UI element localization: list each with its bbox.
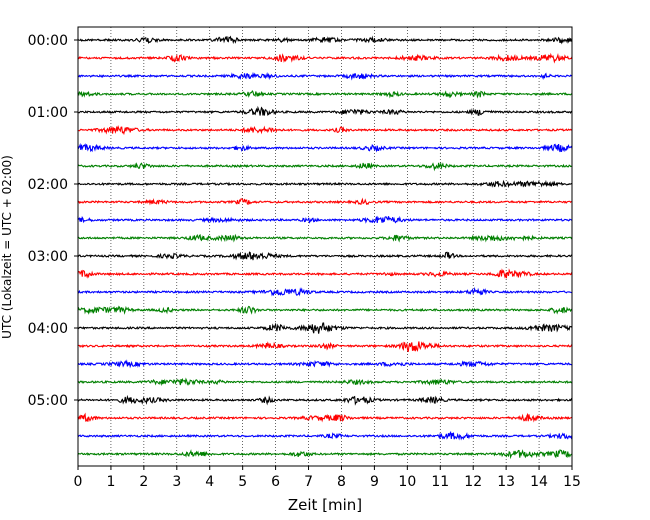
trace-row-22 [77,430,573,441]
trace-row-17 [77,341,573,352]
trace-row-1 [77,52,573,64]
x-tick-label-14: 14 [530,474,548,490]
trace-row-20 [77,394,573,406]
trace-row-15 [77,305,573,315]
x-tick-label-13: 13 [497,474,515,490]
trace-row-11 [77,233,573,243]
x-tick-label-15: 15 [563,474,581,490]
trace-row-23 [77,449,573,460]
trace-row-13 [77,268,573,279]
y-axis-ticks: 00:00 01:00 02:00 03:00 04:00 05:00 [28,33,78,409]
seismic-traces [77,35,573,460]
y-tick-label-1: 01:00 [28,105,68,121]
trace-row-7 [77,162,573,172]
y-tick-label-5: 05:00 [28,393,68,409]
x-axis-ticks: 0 1 2 3 4 5 6 7 8 9 10 11 12 13 14 15 [74,466,581,490]
trace-row-4 [77,105,573,116]
y-tick-label-0: 00:00 [28,33,68,49]
y-axis-label: UTC (Lokalzeit = UTC + 02:00) [0,155,14,339]
y-tick-label-2: 02:00 [28,177,68,193]
trace-row-0 [77,35,573,45]
x-tick-label-10: 10 [398,474,416,490]
trace-row-19 [77,377,573,387]
trace-row-16 [77,322,573,334]
trace-row-12 [77,251,573,261]
x-tick-label-9: 9 [370,474,379,490]
x-tick-label-5: 5 [238,474,247,490]
trace-row-5 [77,124,573,136]
x-tick-label-6: 6 [271,474,280,490]
x-axis-label: Zeit [min] [288,496,362,514]
vertical-grid [110,27,540,466]
y-tick-label-4: 04:00 [28,321,68,337]
x-tick-label-0: 0 [74,474,83,490]
x-tick-label-1: 1 [106,474,115,490]
x-tick-label-11: 11 [431,474,449,490]
x-tick-label-12: 12 [464,474,482,490]
trace-row-6 [77,142,573,153]
x-tick-label-3: 3 [172,474,181,490]
y-tick-label-3: 03:00 [28,249,68,265]
plot-frame [77,26,573,467]
trace-row-21 [77,412,573,423]
trace-row-2 [77,71,573,81]
trace-row-3 [77,90,573,99]
trace-row-18 [77,359,573,369]
trace-row-10 [77,215,573,224]
trace-row-14 [77,286,573,297]
x-tick-label-8: 8 [337,474,346,490]
x-tick-label-4: 4 [205,474,214,490]
x-tick-label-2: 2 [139,474,148,490]
trace-row-9 [77,197,573,206]
x-tick-label-7: 7 [304,474,313,490]
trace-row-8 [77,179,573,189]
